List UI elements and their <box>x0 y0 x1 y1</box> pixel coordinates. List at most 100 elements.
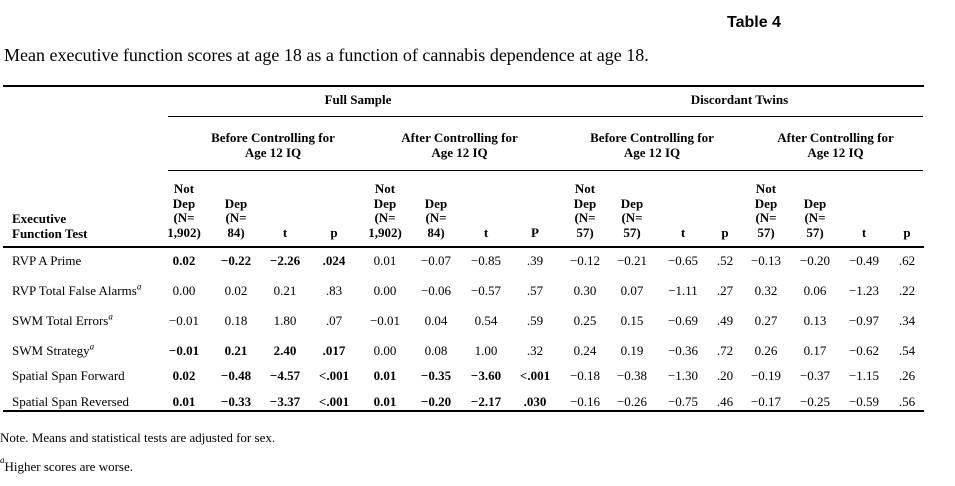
cell-fs-after-t: −3.60 <box>470 368 502 383</box>
cell-dt-after-p: .26 <box>898 368 916 383</box>
cell-fs-before-dep: −0.48 <box>220 368 252 383</box>
cell-fs-after-p: <.001 <box>519 368 551 383</box>
cell-dt-after-not-dep: 0.27 <box>754 313 778 328</box>
cell-fs-after-not-dep: −0.01 <box>369 313 401 328</box>
cell-dt-before-t: −0.36 <box>667 343 699 358</box>
bottom-rule <box>3 410 924 412</box>
cell-dt-after-dep: 0.17 <box>803 343 827 358</box>
cell-fs-after-not-dep: 0.01 <box>373 368 397 383</box>
cell-fs-before-not-dep: 0.02 <box>172 368 196 383</box>
cell-fs-after-p: .39 <box>526 253 544 268</box>
group-header-full-sample: Full Sample <box>324 92 392 107</box>
row-label: SWM Strategya <box>12 341 95 359</box>
cell-fs-before-not-dep: 0.01 <box>172 394 196 409</box>
cell-dt-after-dep: −0.25 <box>799 394 831 409</box>
cell-fs-after-not-dep: 0.01 <box>373 253 397 268</box>
row-label-text: Spatial Span Forward <box>12 368 125 383</box>
cell-dt-after-dep: 0.06 <box>803 283 827 298</box>
row-footnote-marker: a <box>136 281 142 292</box>
cell-dt-before-not-dep: −0.18 <box>569 368 601 383</box>
cell-fs-before-p: <.001 <box>318 394 350 409</box>
subgroup-header-fs-before: Before Controlling for Age 12 IQ <box>211 130 335 160</box>
cell-dt-before-p: .46 <box>716 394 734 409</box>
column-header-dt-after-not-dep: Not Dep (N= 57) <box>754 181 778 240</box>
row-footnote-marker: a <box>108 311 113 322</box>
cell-fs-before-t: 0.21 <box>273 283 297 298</box>
cell-fs-before-not-dep: −0.01 <box>168 343 200 358</box>
cell-dt-after-p: .56 <box>898 394 916 409</box>
cell-fs-before-not-dep: 0.00 <box>172 283 196 298</box>
cell-dt-before-t: −0.69 <box>667 313 699 328</box>
column-header-dt-before-t: t <box>680 224 686 240</box>
column-header-fs-after-dep: Dep (N= 84) <box>424 195 448 240</box>
cell-fs-before-t: −2.26 <box>269 253 301 268</box>
cell-dt-after-dep: −0.37 <box>799 368 831 383</box>
subgroup-header-fs-after: After Controlling for Age 12 IQ <box>401 130 518 160</box>
cell-dt-before-dep: 0.19 <box>620 343 644 358</box>
cell-fs-after-dep: −0.20 <box>420 394 452 409</box>
footnote: aHigher scores are worse. <box>0 455 134 475</box>
cell-dt-before-dep: 0.15 <box>620 313 644 328</box>
cell-fs-after-dep: 0.04 <box>424 313 448 328</box>
cell-fs-after-not-dep: 0.00 <box>373 343 397 358</box>
cell-dt-before-p: .20 <box>716 368 734 383</box>
cell-fs-after-dep: −0.06 <box>420 283 452 298</box>
cell-fs-after-p: .57 <box>526 283 544 298</box>
cell-fs-after-dep: −0.35 <box>420 368 452 383</box>
column-header-fs-after-t: t <box>483 224 489 240</box>
column-header-fs-after-not-dep: Not Dep (N= 1,902) <box>368 181 402 240</box>
cell-fs-after-t: −2.17 <box>470 394 502 409</box>
row-label: RVP Total False Alarmsa <box>12 281 142 299</box>
cell-dt-after-not-dep: −0.19 <box>750 368 782 383</box>
column-header-fs-before-dep: Dep (N= 84) <box>224 195 248 240</box>
cell-fs-after-t: 0.54 <box>474 313 498 328</box>
footnote-text: Higher scores are worse. <box>4 459 134 474</box>
column-header-fs-before-t: t <box>282 224 288 240</box>
group-header-discordant-twins: Discordant Twins <box>690 92 789 107</box>
cell-dt-before-dep: −0.38 <box>616 368 648 383</box>
subgroup-header-dt-after: After Controlling for Age 12 IQ <box>777 130 894 160</box>
cell-dt-before-p: .27 <box>716 283 734 298</box>
column-header-fs-before-p: p <box>330 224 338 240</box>
row-label-text: SWM Strategy <box>12 343 90 358</box>
cell-dt-after-p: .34 <box>898 313 916 328</box>
column-header-fs-after-p: P <box>531 224 539 240</box>
row-footnote-marker: a <box>89 341 95 352</box>
cell-dt-after-dep: −0.20 <box>799 253 831 268</box>
cell-fs-before-not-dep: 0.02 <box>172 253 196 268</box>
cell-fs-after-p: .32 <box>526 343 544 358</box>
subgroup-rule <box>168 170 923 171</box>
cell-fs-before-t: 1.80 <box>273 313 297 328</box>
cell-fs-after-p: .030 <box>523 394 547 409</box>
cell-dt-after-not-dep: 0.26 <box>754 343 778 358</box>
cell-fs-before-t: 2.40 <box>273 343 297 358</box>
cell-dt-after-t: −0.62 <box>848 343 880 358</box>
cell-dt-before-dep: −0.21 <box>616 253 648 268</box>
cell-dt-after-t: −0.59 <box>848 394 880 409</box>
column-header-dt-after-dep: Dep (N= 57) <box>803 195 827 240</box>
column-header-dt-before-not-dep: Not Dep (N= 57) <box>573 181 597 240</box>
table-note: Note. Means and statistical tests are ad… <box>0 430 276 445</box>
group-rule <box>168 116 923 117</box>
cell-dt-before-dep: −0.26 <box>616 394 648 409</box>
column-header-dt-after-t: t <box>861 224 867 240</box>
cell-fs-after-t: −0.57 <box>470 283 502 298</box>
cell-dt-before-not-dep: 0.25 <box>573 313 597 328</box>
cell-dt-after-not-dep: −0.13 <box>750 253 782 268</box>
cell-fs-before-not-dep: −0.01 <box>168 313 200 328</box>
cell-dt-after-t: −0.97 <box>848 313 880 328</box>
column-header-test: Executive Function Test <box>12 211 88 241</box>
row-label: SWM Total Errorsa <box>12 311 113 329</box>
row-label-text: RVP A Prime <box>12 253 82 268</box>
cell-fs-before-p: .07 <box>325 313 343 328</box>
cell-fs-after-t: −0.85 <box>470 253 502 268</box>
cell-fs-before-t: −4.57 <box>269 368 301 383</box>
table-number: Table 4 <box>727 14 781 31</box>
cell-fs-after-not-dep: 0.00 <box>373 283 397 298</box>
cell-dt-before-dep: 0.07 <box>620 283 644 298</box>
cell-dt-before-not-dep: −0.12 <box>569 253 601 268</box>
cell-dt-before-p: .52 <box>716 253 734 268</box>
cell-fs-before-dep: 0.21 <box>224 343 248 358</box>
cell-dt-after-p: .62 <box>898 253 916 268</box>
cell-fs-before-p: .017 <box>322 343 346 358</box>
